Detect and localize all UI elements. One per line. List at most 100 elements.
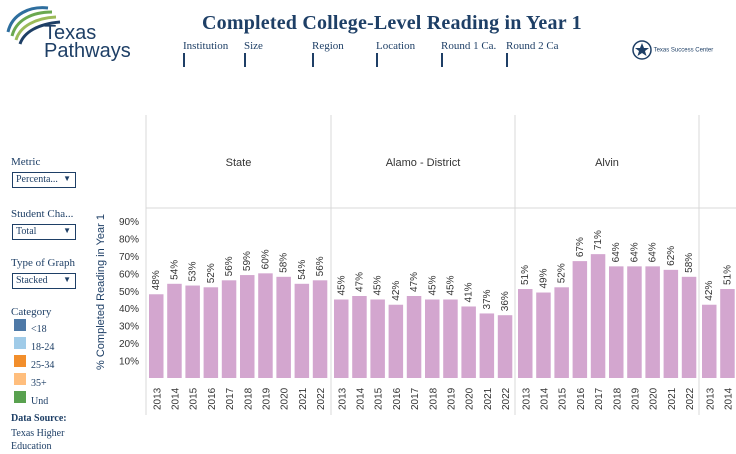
bar-value-label: 58% [684,253,695,273]
bar [312,280,328,378]
bar [203,287,219,378]
x-tick-label: 2015 [374,387,385,410]
bar [294,283,310,378]
star-seal-icon [632,40,652,60]
y-tick-label: 10% [119,357,139,368]
bar [645,266,660,378]
bar-value-label: 49% [538,268,549,288]
filter-size[interactable]: Size [244,40,263,67]
bar [554,287,569,378]
x-tick-label: 2019 [261,387,272,410]
bar [334,299,349,378]
texas-pathways-logo [6,6,61,45]
bar-value-label: 42% [391,281,402,301]
x-tick-label: 2021 [298,387,309,410]
bar [276,276,291,378]
y-tick-label: 70% [119,252,139,263]
x-tick-label: 2015 [558,387,569,410]
x-tick-label: 2022 [501,387,512,410]
bar-value-label: 64% [648,242,659,262]
y-tick-label: 90% [119,217,139,228]
x-tick-label: 2021 [483,387,494,410]
filter-institution[interactable]: Institution [183,40,228,67]
bar-value-label: 51% [520,265,531,285]
x-tick-label: 2022 [316,387,327,410]
bar [425,299,440,378]
logo-text-texas: Texas [44,22,97,44]
graph-type-label: Type of Graph [11,257,75,269]
metric-label: Metric [11,156,41,168]
x-tick-label: 2018 [428,387,439,410]
bar-value-label: 56% [315,256,326,276]
bar [702,304,717,378]
x-tick-label: 2017 [410,387,421,410]
x-tick-label: 2020 [465,387,476,410]
bar-value-label: 47% [354,272,365,292]
bar-value-label: 60% [260,249,271,269]
filter-round-2[interactable]: Round 2 Ca [506,40,559,67]
bar-value-label: 41% [464,282,475,302]
bar [185,285,200,378]
bar-value-label: 52% [206,263,217,283]
bar [406,296,422,378]
x-tick-label: 2015 [189,387,200,410]
bar [388,304,404,378]
legend-swatch-35-plus[interactable] [14,373,26,385]
panel-title: Alamo - District [386,157,461,169]
bar [443,299,458,378]
x-tick-label: 2021 [667,387,678,410]
x-tick-label: 2013 [705,387,716,410]
bar-value-label: 45% [445,275,456,295]
category-legend-title: Category [11,306,52,318]
metric-select[interactable]: Percenta... ▼ [12,172,76,188]
bar [370,299,385,378]
filter-location[interactable]: Location [376,40,415,67]
student-characteristic-select[interactable]: Total ▼ [12,224,76,240]
data-source-label: Data Source: [11,413,67,424]
bar [518,289,533,378]
legend-swatch-under-18[interactable] [14,319,26,331]
bar-value-label: 59% [242,251,253,271]
bar-value-label: 37% [482,289,493,309]
y-tick-label: 50% [119,287,139,298]
bar-value-label: 45% [373,275,384,295]
bar [720,289,735,378]
x-tick-label: 2020 [649,387,660,410]
bar-value-label: 62% [666,246,677,266]
y-tick-label: 60% [119,269,139,280]
x-tick-label: 2014 [539,387,550,410]
bar [536,292,551,378]
graph-type-select[interactable]: Stacked ▼ [12,273,76,289]
bar-value-label: 47% [409,272,420,292]
y-tick-label: 80% [119,234,139,245]
x-tick-label: 2017 [225,387,236,410]
bar-value-label: 45% [427,275,438,295]
legend-swatch-unknown[interactable] [14,391,26,403]
panel-title: State [226,157,252,169]
legend-label-35-plus: 35+ [31,378,47,389]
bar-value-label: 48% [151,270,162,290]
bar-value-label: 42% [704,281,715,301]
x-tick-label: 2018 [243,387,254,410]
x-tick-label: 2014 [355,387,366,410]
bar [461,306,476,378]
bar [240,275,255,378]
x-tick-label: 2016 [207,387,218,410]
y-tick-label: 40% [119,304,139,315]
bar-value-label: 64% [629,242,640,262]
filter-region[interactable]: Region [312,40,344,67]
bar [590,254,606,378]
logo-text-pathways: Pathways [44,40,131,62]
filter-round-1[interactable]: Round 1 Ca. [441,40,496,67]
x-tick-label: 2019 [446,387,457,410]
bar [479,313,495,378]
legend-swatch-25-34[interactable] [14,355,26,367]
bar-value-label: 45% [336,275,347,295]
bar [258,273,273,378]
legend-swatch-18-24[interactable] [14,337,26,349]
bar [627,266,642,378]
bar-value-label: 54% [297,260,308,280]
bar-value-label: 58% [279,253,290,273]
x-tick-label: 2016 [392,387,403,410]
